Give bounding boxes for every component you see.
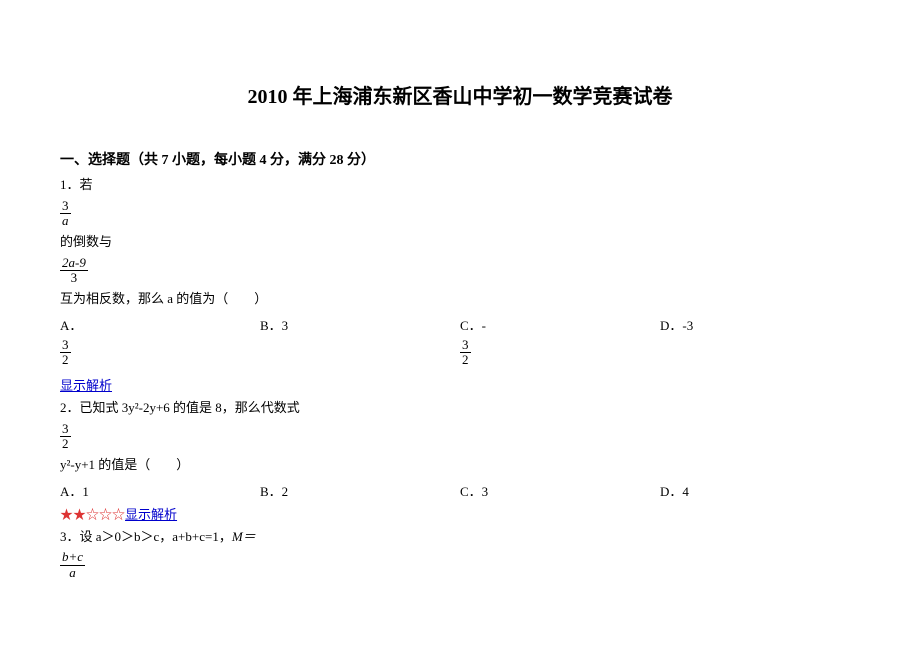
q2-optD: D．4 (660, 479, 860, 502)
q1-frac1: 3 a (60, 199, 71, 229)
q2-options: A．1 B．2 C．3 D．4 (60, 479, 860, 502)
q1-frac2-den: 3 (60, 271, 88, 285)
q1-frac1-den: a (60, 214, 71, 228)
q2-optC: C．3 (460, 479, 660, 502)
q2-frac-den: 2 (60, 437, 71, 451)
q1-optC-num: 3 (460, 338, 471, 353)
question-3: 3．设 a＞0＞b＞c，a+b+c=1，M＝ b+c a (60, 527, 860, 584)
q2-optB: B．2 (260, 479, 460, 502)
q1-optA: A． 3 2 (60, 313, 260, 374)
q1-lead1: 若 (80, 177, 93, 192)
q1-explain-link[interactable]: 显示解析 (60, 378, 112, 393)
q1-frac1-num: 3 (60, 199, 71, 214)
q1-optC-den: 2 (460, 353, 471, 367)
question-1: 1．若 3 a 的倒数与 2a-9 3 互为相反数，那么 a 的值为（ ） A．… (60, 175, 860, 394)
q1-options: A． 3 2 B．3 C．- 3 2 D．-3 (60, 313, 860, 374)
q1-optA-prefix: A． (60, 318, 82, 333)
q2-optA: A．1 (60, 479, 260, 502)
q2-line1: 2．已知式 3y²-2y+6 的值是 8，那么代数式 (60, 398, 860, 418)
page-title: 2010 年上海浦东新区香山中学初一数学竞赛试卷 (60, 80, 860, 109)
q1-optA-frac: 3 2 (60, 338, 71, 368)
q1-optA-num: 3 (60, 338, 71, 353)
q3-frac-num: b+c (60, 550, 85, 565)
q1-optC-frac: 3 2 (460, 338, 471, 368)
q3-frac-den: a (60, 566, 85, 580)
q1-mid1: 的倒数与 (60, 232, 860, 252)
q1-optC: C．- 3 2 (460, 313, 660, 374)
q1-optB: B．3 (260, 313, 460, 374)
q1-tail: 互为相反数，那么 a 的值为（ ） (60, 289, 860, 309)
q1-num: 1． (60, 177, 80, 192)
section-header: 一、选择题（共 7 小题，每小题 4 分，满分 28 分） (60, 149, 860, 169)
q2-frac: 3 2 (60, 422, 71, 452)
q2-frac-num: 3 (60, 422, 71, 437)
q3-line1a: 3．设 a＞0＞b＞c，a+b+c=1， (60, 529, 232, 544)
q1-frac2: 2a-9 3 (60, 256, 88, 286)
q2-line2: y²-y+1 的值是（ ） (60, 455, 860, 475)
q2-difficulty-stars: ★★☆☆☆ (60, 507, 125, 522)
q1-optD: D．-3 (660, 313, 860, 374)
question-2: 2．已知式 3y²-2y+6 的值是 8，那么代数式 3 2 y²-y+1 的值… (60, 398, 860, 523)
q3-frac: b+c a (60, 550, 85, 580)
q1-optC-prefix: C．- (460, 318, 486, 333)
q2-explain-link[interactable]: 显示解析 (125, 507, 177, 522)
q3-line1b: M＝ (232, 529, 256, 544)
q1-optA-den: 2 (60, 353, 71, 367)
q1-frac2-num: 2a-9 (60, 256, 88, 271)
